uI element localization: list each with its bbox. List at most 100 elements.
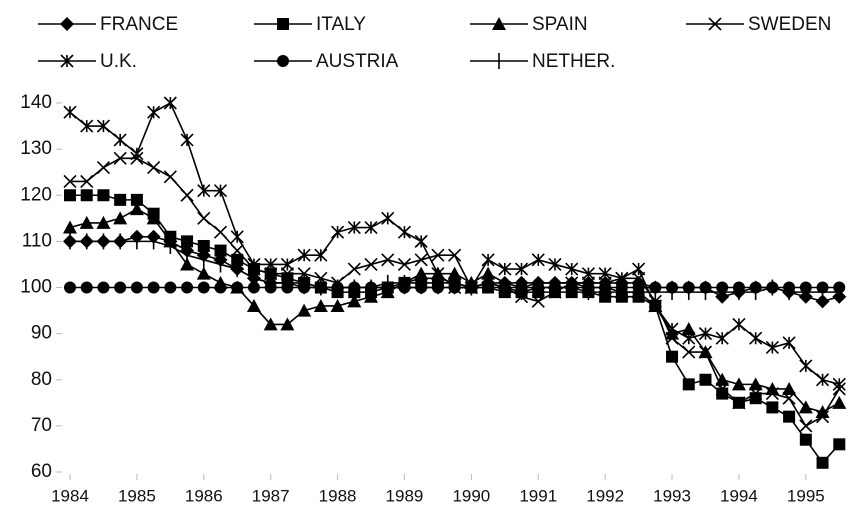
marker bbox=[431, 248, 445, 262]
marker bbox=[130, 147, 144, 161]
y-tick-label: 90 bbox=[31, 323, 52, 344]
marker bbox=[666, 350, 679, 363]
marker bbox=[765, 381, 780, 395]
x-tick-label: 1986 bbox=[185, 486, 223, 505]
x-tick-label: 1984 bbox=[51, 486, 89, 505]
marker bbox=[331, 225, 345, 239]
marker bbox=[96, 215, 111, 229]
marker bbox=[280, 317, 295, 331]
legend-label: FRANCE bbox=[100, 14, 178, 35]
y-tick-label: 110 bbox=[22, 230, 52, 251]
legend-marker bbox=[492, 17, 506, 30]
marker bbox=[297, 248, 311, 262]
marker bbox=[731, 377, 746, 391]
x-tick-label: 1995 bbox=[787, 486, 825, 505]
legend-label: NETHER. bbox=[532, 51, 615, 72]
marker bbox=[97, 189, 110, 202]
marker bbox=[364, 257, 378, 272]
legend-label: SWEDEN bbox=[748, 14, 831, 35]
marker bbox=[113, 211, 128, 225]
marker bbox=[598, 267, 612, 281]
marker bbox=[782, 381, 797, 395]
marker bbox=[381, 253, 395, 267]
marker bbox=[799, 433, 812, 446]
marker bbox=[347, 262, 361, 276]
marker bbox=[80, 189, 93, 202]
marker bbox=[147, 105, 161, 119]
y-tick-label: 100 bbox=[20, 277, 52, 298]
marker bbox=[297, 303, 312, 317]
marker bbox=[782, 336, 796, 350]
y-tick-label: 70 bbox=[31, 415, 52, 436]
marker bbox=[397, 257, 412, 272]
marker bbox=[264, 267, 278, 281]
marker bbox=[783, 410, 796, 423]
marker bbox=[180, 188, 194, 202]
marker bbox=[330, 298, 345, 312]
marker bbox=[682, 331, 696, 345]
x-tick-label: 1994 bbox=[720, 486, 758, 505]
marker bbox=[96, 119, 111, 133]
marker bbox=[648, 299, 662, 313]
marker bbox=[231, 281, 244, 294]
marker bbox=[665, 331, 679, 345]
marker bbox=[782, 391, 796, 405]
marker bbox=[263, 317, 278, 331]
marker bbox=[732, 396, 746, 410]
marker bbox=[197, 211, 211, 225]
x-tick-label: 1992 bbox=[586, 486, 624, 505]
marker bbox=[415, 281, 428, 294]
legend-label: ITALY bbox=[316, 14, 366, 35]
marker bbox=[381, 211, 395, 225]
x-tick-label: 1993 bbox=[653, 486, 691, 505]
marker bbox=[682, 345, 696, 359]
marker bbox=[247, 257, 261, 272]
marker bbox=[531, 294, 545, 308]
marker bbox=[682, 378, 695, 391]
marker bbox=[63, 220, 77, 234]
marker bbox=[97, 281, 110, 294]
marker bbox=[146, 211, 161, 225]
marker bbox=[79, 215, 94, 229]
marker bbox=[197, 281, 210, 294]
marker bbox=[748, 377, 763, 391]
marker bbox=[481, 253, 495, 267]
legend-marker bbox=[60, 17, 74, 31]
marker bbox=[163, 170, 177, 184]
marker bbox=[548, 257, 562, 272]
marker bbox=[63, 174, 77, 188]
y-tick-label: 120 bbox=[20, 184, 52, 205]
marker bbox=[816, 456, 829, 469]
marker bbox=[833, 438, 846, 451]
marker bbox=[632, 271, 646, 285]
marker bbox=[147, 161, 161, 175]
marker bbox=[181, 281, 194, 294]
marker bbox=[197, 184, 211, 198]
x-tick-label: 1991 bbox=[519, 486, 557, 505]
marker bbox=[314, 248, 328, 262]
marker bbox=[64, 189, 76, 202]
marker bbox=[414, 234, 428, 248]
marker bbox=[230, 230, 244, 244]
marker bbox=[832, 395, 847, 409]
marker bbox=[699, 373, 712, 386]
marker bbox=[80, 281, 93, 294]
marker bbox=[565, 262, 579, 276]
marker bbox=[147, 281, 160, 294]
marker bbox=[80, 119, 94, 133]
marker bbox=[832, 377, 846, 391]
marker bbox=[397, 225, 412, 239]
marker bbox=[364, 220, 378, 235]
marker bbox=[715, 331, 729, 345]
marker bbox=[581, 267, 595, 281]
marker bbox=[681, 322, 696, 336]
marker bbox=[364, 289, 379, 303]
marker bbox=[64, 281, 76, 294]
marker bbox=[231, 253, 244, 266]
marker bbox=[715, 382, 729, 396]
marker bbox=[213, 184, 228, 198]
marker bbox=[80, 174, 94, 188]
marker bbox=[63, 105, 77, 119]
marker bbox=[96, 161, 111, 175]
